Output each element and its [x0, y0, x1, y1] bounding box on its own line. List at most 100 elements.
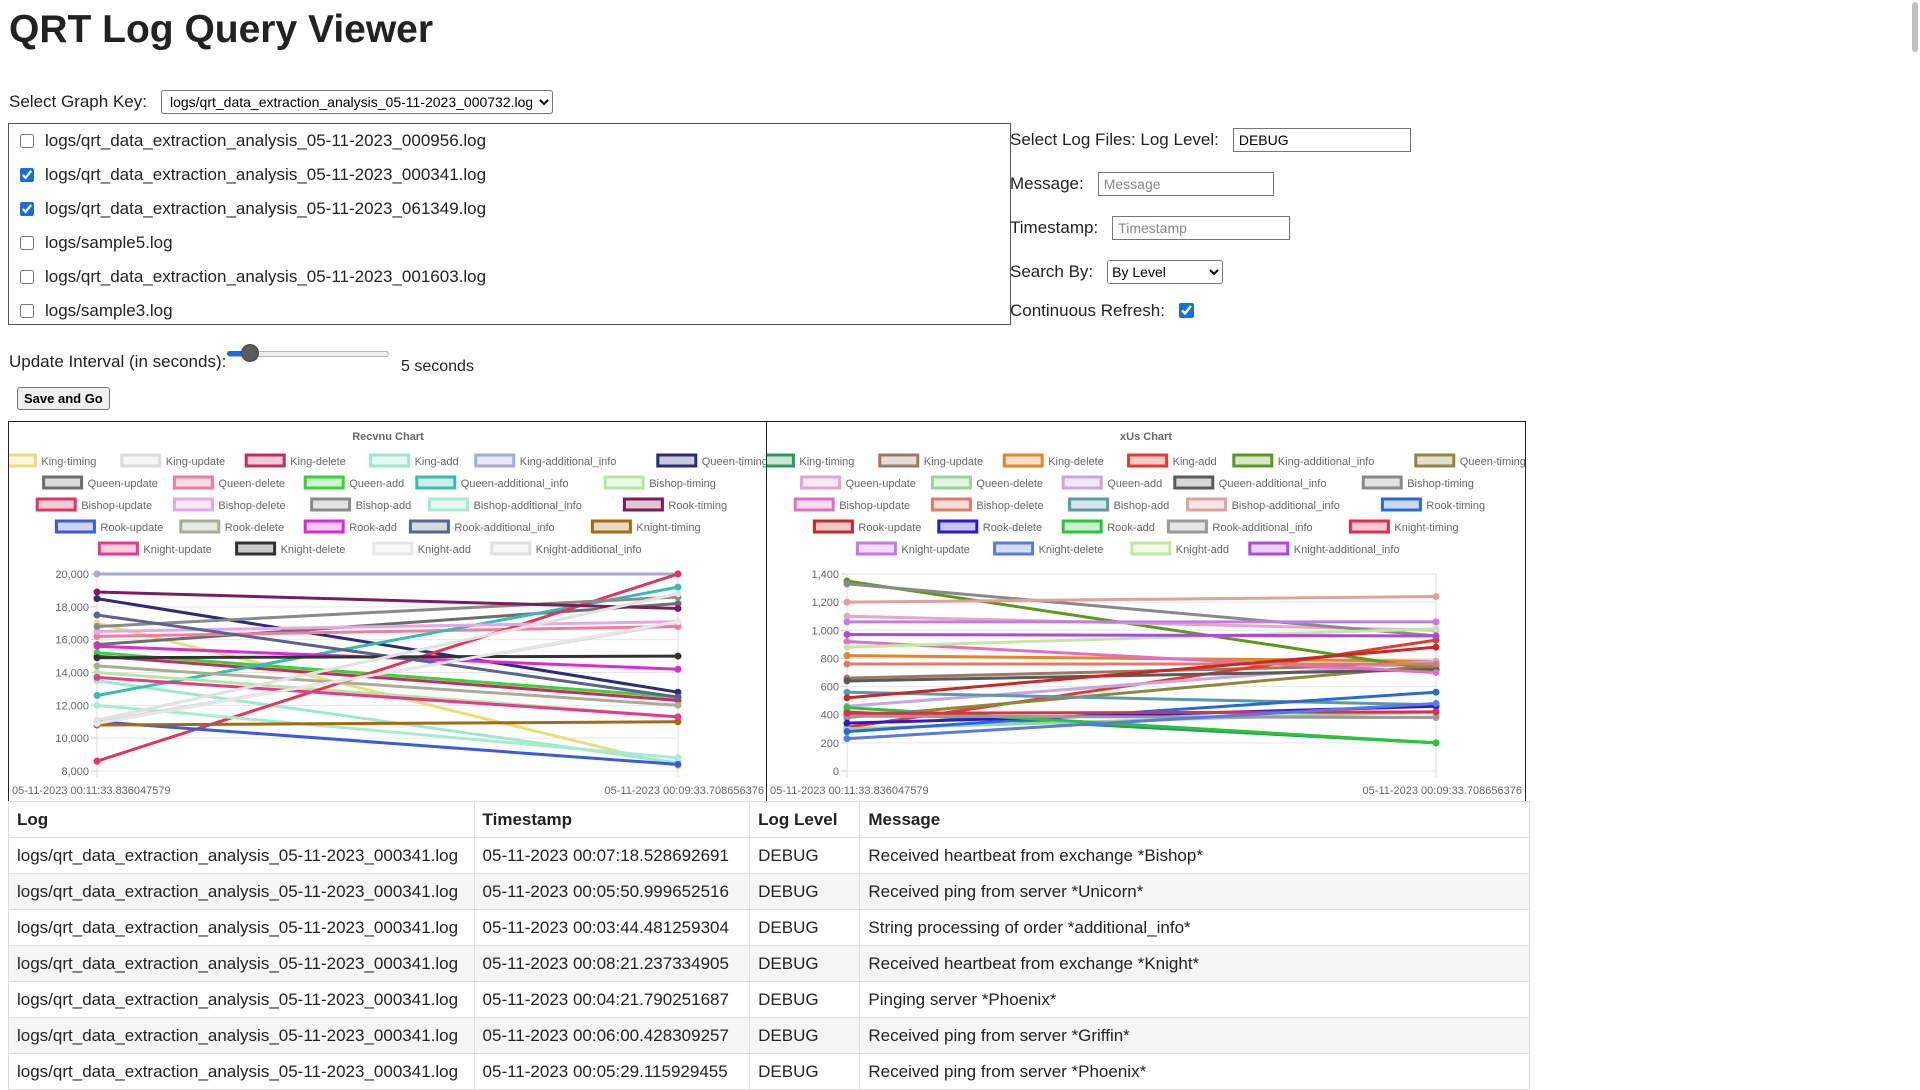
log-file-item[interactable]: logs/qrt_data_extraction_analysis_05-11-… [9, 192, 1010, 226]
log-file-checkbox[interactable] [20, 236, 34, 250]
log-file-item[interactable]: logs/sample3.log [9, 294, 1010, 324]
legend-label: Queen-additional_info [461, 478, 569, 490]
legend-swatch [1002, 453, 1044, 468]
data-point [843, 631, 851, 639]
legend-swatch [372, 541, 414, 556]
legend-swatch [415, 475, 457, 490]
log-file-list: logs/qrt_data_extraction_analysis_05-11-… [8, 123, 1011, 325]
legend-swatch [1061, 475, 1103, 490]
data-point [674, 693, 682, 701]
log-file-checkbox[interactable] [20, 270, 34, 284]
data-point [843, 719, 851, 727]
series-line [96, 602, 679, 647]
table-cell: 05-11-2023 00:07:18.528692691 [473, 837, 751, 874]
table-row[interactable]: logs/qrt_data_extraction_analysis_05-11-… [8, 873, 1530, 910]
legend-swatch [622, 497, 664, 512]
recvnu-chart: Recvnu Chart King-timing King-update King-d… [8, 421, 768, 802]
legend-swatch [179, 519, 221, 534]
interval-slider[interactable] [227, 343, 389, 363]
table-row[interactable]: logs/qrt_data_extraction_analysis_05-11-… [8, 837, 1530, 874]
data-point [93, 701, 101, 709]
table-row[interactable]: logs/qrt_data_extraction_analysis_05-11-… [8, 909, 1530, 946]
legend-label: Queen-additional_info [1219, 478, 1327, 490]
slider-thumb[interactable] [240, 344, 259, 362]
table-cell: logs/qrt_data_extraction_analysis_05-11-… [8, 945, 475, 982]
data-point [93, 595, 101, 603]
table-cell: DEBUG [749, 981, 861, 1018]
legend-label: Queen-add [349, 478, 404, 490]
legend-label: Rook-add [1107, 522, 1155, 534]
data-point [674, 754, 682, 762]
table-header-row: Log Timestamp Log Level Message [8, 801, 1530, 838]
series-line [846, 582, 1437, 638]
graph-key-select[interactable]: logs/qrt_data_extraction_analysis_05-11-… [160, 90, 553, 114]
series-line [846, 595, 1437, 604]
data-point [674, 618, 682, 626]
table-cell: logs/qrt_data_extraction_analysis_05-11-… [8, 1017, 475, 1054]
legend-swatch [855, 541, 897, 556]
table-cell: logs/qrt_data_extraction_analysis_05-11-… [8, 873, 475, 910]
legend-swatch [1166, 519, 1208, 534]
log-file-item[interactable]: logs/qrt_data_extraction_analysis_05-11-… [9, 260, 1010, 294]
continuous-refresh-checkbox[interactable] [1178, 303, 1194, 318]
series-line [96, 595, 679, 629]
legend-label: Bishop-add [1114, 500, 1170, 512]
legend-swatch [1186, 497, 1228, 512]
data-point [674, 583, 682, 591]
table-row[interactable]: logs/qrt_data_extraction_analysis_05-11-… [8, 1053, 1530, 1090]
legend-label: Knight-timing [636, 522, 700, 534]
series-line [846, 690, 1437, 707]
legend-label: King-timing [41, 456, 96, 468]
column-header[interactable]: Timestamp [473, 801, 751, 838]
y-tick-label: 12,000 [55, 700, 89, 712]
legend-label: Rook-additional_info [1212, 522, 1312, 534]
legend-swatch [35, 497, 77, 512]
log-file-item[interactable]: logs/qrt_data_extraction_analysis_05-11-… [9, 124, 1010, 158]
log-file-item[interactable]: logs/sample5.log [9, 226, 1010, 260]
data-point [1432, 625, 1440, 633]
data-point [93, 673, 101, 681]
y-tick-label: 0 [833, 766, 839, 778]
column-header[interactable]: Log [8, 801, 475, 838]
legend-label: Queen-add [1107, 478, 1162, 490]
column-header[interactable]: Log Level [749, 801, 861, 838]
legend-label: Queen-update [88, 478, 158, 490]
scrollbar-thumb[interactable] [1912, 2, 1918, 52]
log-file-item[interactable]: logs/qrt_data_extraction_analysis_05-11-… [9, 158, 1010, 192]
log-file-checkbox[interactable] [20, 304, 34, 318]
table-cell: 05-11-2023 00:06:00.428309257 [473, 1017, 751, 1054]
column-header[interactable]: Message [859, 801, 1530, 838]
legend-swatch [9, 453, 37, 468]
message-input[interactable] [1097, 172, 1274, 196]
search-by-label: Search By: [1010, 262, 1094, 281]
table-row[interactable]: logs/qrt_data_extraction_analysis_05-11-… [8, 1017, 1530, 1054]
data-point [843, 612, 851, 620]
legend-swatch [878, 453, 920, 468]
log-file-checkbox[interactable] [20, 168, 34, 182]
search-by-select[interactable]: By Level [1107, 260, 1224, 284]
legend-swatch [656, 453, 698, 468]
legend-label: Bishop-add [356, 500, 412, 512]
log-level-input[interactable] [1232, 128, 1411, 152]
table-row[interactable]: logs/qrt_data_extraction_analysis_05-11-… [8, 981, 1530, 1018]
legend-label: King-delete [290, 456, 346, 468]
log-file-checkbox[interactable] [20, 202, 34, 216]
legend-swatch [1248, 541, 1290, 556]
legend-label: King-timing [799, 456, 854, 468]
table-row[interactable]: logs/qrt_data_extraction_analysis_05-11-… [8, 945, 1530, 982]
save-and-go-button[interactable]: Save and Go [17, 387, 110, 410]
interval-row: Update Interval (in seconds): [9, 352, 226, 372]
refresh-label: Continuous Refresh: [1010, 300, 1165, 320]
data-point [843, 598, 851, 606]
legend-swatch [1127, 453, 1169, 468]
timestamp-input[interactable] [1112, 216, 1291, 240]
legend-label: Knight-update [901, 544, 970, 556]
log-file-checkbox[interactable] [20, 134, 34, 148]
data-point [1432, 643, 1440, 651]
chart-title: Recvnu Chart [352, 431, 424, 443]
legend-label: Bishop-update [839, 500, 910, 512]
legend-label: Rook-timing [668, 500, 727, 512]
legend-label: King-update [166, 456, 225, 468]
page-scrollbar[interactable] [1910, 0, 1920, 1080]
legend-swatch [1414, 453, 1456, 468]
